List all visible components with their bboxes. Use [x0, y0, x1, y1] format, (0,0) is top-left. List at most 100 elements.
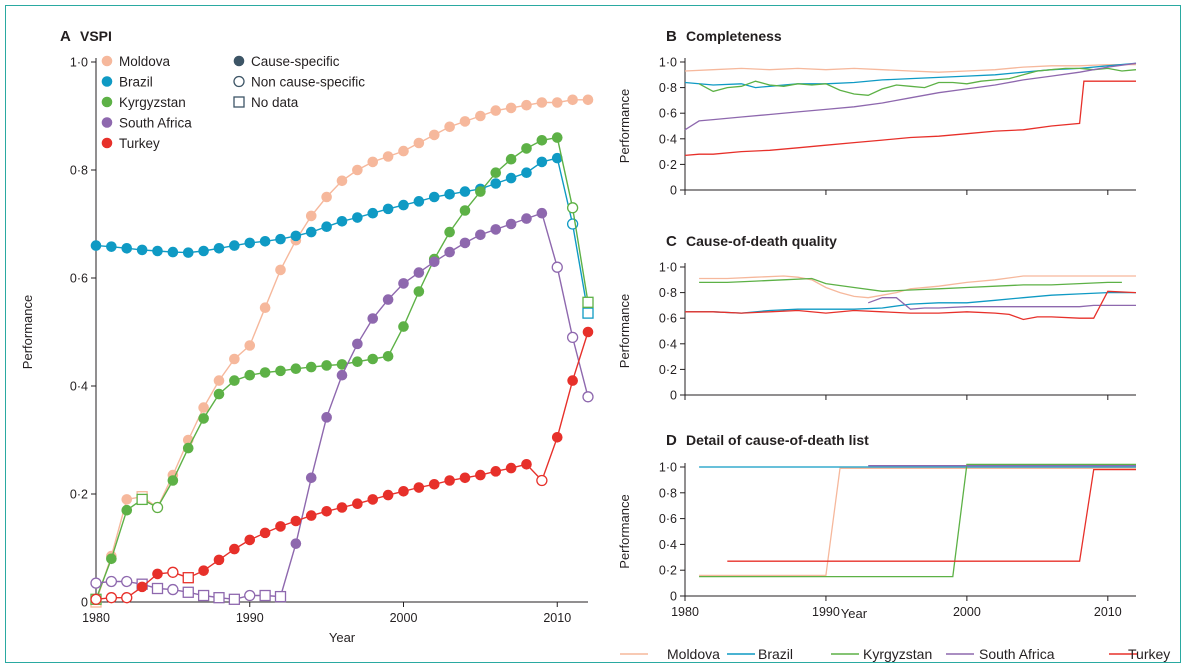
bottom-legend: Moldova Brazil Kyrgyzstan South Africa Turke… — [620, 646, 1170, 662]
point-kyrgyzstan-1987 — [198, 413, 209, 424]
series-line-turkey — [684, 80, 1136, 157]
y-tick-label: 1·0 — [659, 56, 677, 70]
point-kyrgyzstan-1985 — [167, 475, 179, 486]
x-tick-label: 2010 — [1094, 605, 1122, 619]
point-kyrgyzstan-1989 — [229, 375, 240, 386]
point-brazil-2012 — [582, 307, 594, 319]
point-brazil-2004 — [459, 186, 471, 197]
figure-frame — [5, 5, 1181, 663]
legend-marker-cause-specific — [233, 55, 245, 67]
point-moldova-2010 — [551, 97, 563, 108]
point-kyrgyzstan-1981 — [106, 553, 117, 565]
point-south-africa-1985 — [167, 583, 179, 596]
point-moldova-2006 — [490, 105, 502, 116]
point-turkey-2006 — [490, 466, 502, 477]
point-moldova-1994 — [305, 210, 317, 222]
point-turkey-1996 — [336, 502, 348, 513]
point-turkey-1984 — [152, 568, 163, 580]
point-brazil-1992 — [275, 233, 286, 245]
point-turkey-1998 — [367, 494, 379, 505]
point-brazil-2006 — [490, 178, 502, 189]
point-turkey-1991 — [259, 527, 271, 539]
point-south-africa-1981 — [105, 575, 118, 588]
point-south-africa-1992 — [274, 590, 287, 603]
x-tick-label: 1990 — [812, 605, 840, 619]
point-kyrgyzstan-1986 — [182, 442, 194, 454]
point-south-africa-1987 — [197, 589, 210, 602]
point-kyrgyzstan-1996 — [336, 359, 348, 370]
point-kyrgyzstan-1991 — [259, 367, 271, 378]
bottom-legend-label-moldova: Moldova — [667, 646, 720, 662]
point-south-africa-2012 — [582, 391, 594, 403]
point-south-africa-1995 — [321, 412, 332, 423]
panel-a: A VSPI 0 0·2 0·4 0·6 0·8 1·0 1980 1990 2000 2010 Per… — [20, 28, 594, 645]
point-south-africa-1994 — [305, 472, 317, 484]
point-brazil-1981 — [106, 241, 117, 252]
panel-c: C Cause-of-death quality 0 0·2 0·4 0·6 0·8 1·0 P… — [617, 233, 1137, 403]
y-axis-label: Performance — [617, 89, 632, 163]
panel-b: B Completeness 0 0·2 0·4 0·6 0·8 1·0 Performance — [617, 28, 1137, 198]
y-tick-label: 1·0 — [659, 461, 677, 475]
legend-label-no-data: No data — [251, 95, 299, 110]
point-south-africa-1999 — [382, 294, 394, 305]
point-kyrgyzstan-1995 — [321, 360, 332, 371]
point-moldova-1990 — [244, 340, 256, 351]
point-turkey-1995 — [321, 505, 332, 517]
legend-marker-kyrgyzstan — [101, 96, 113, 108]
point-kyrgyzstan-1997 — [352, 356, 363, 368]
point-moldova-2007 — [505, 102, 517, 114]
point-kyrgyzstan-2006 — [490, 167, 502, 178]
point-moldova-1998 — [367, 156, 379, 168]
y-tick-label: 1·0 — [659, 261, 677, 275]
point-kyrgyzstan-2004 — [459, 205, 471, 216]
point-brazil-1988 — [213, 243, 225, 254]
y-tick-label: 0·4 — [659, 132, 677, 146]
point-south-africa-2005 — [475, 229, 486, 241]
y-tick-label: 0·2 — [659, 564, 677, 578]
point-moldova-2003 — [444, 121, 455, 133]
point-south-africa-1997 — [352, 338, 363, 350]
point-turkey-1992 — [275, 521, 286, 532]
point-brazil-2009 — [536, 156, 548, 168]
point-turkey-1983 — [136, 581, 148, 593]
y-tick-label: 0·2 — [70, 488, 88, 502]
point-turkey-2001 — [413, 482, 425, 493]
legend-marker-moldova — [101, 55, 113, 67]
y-axis-label: Performance — [20, 295, 35, 369]
point-brazil-1999 — [382, 203, 394, 215]
point-kyrgyzstan-2011 — [566, 202, 579, 214]
point-south-africa-1989 — [228, 593, 241, 605]
point-kyrgyzstan-1983 — [136, 493, 148, 506]
point-south-africa-2000 — [398, 278, 409, 289]
point-brazil-1997 — [352, 212, 363, 223]
legend-marker-non-cause-specific — [233, 75, 245, 88]
panel-b-letter: B — [666, 28, 677, 45]
point-moldova-1988 — [213, 375, 225, 386]
point-moldova-2002 — [428, 129, 440, 141]
point-turkey-1997 — [352, 498, 363, 510]
point-brazil-2000 — [398, 199, 409, 211]
point-south-africa-2004 — [459, 237, 471, 249]
x-tick-label: 1980 — [671, 605, 699, 619]
bottom-legend-label-kyrgyzstan: Kyrgyzstan — [863, 646, 932, 662]
point-south-africa-1996 — [336, 369, 348, 381]
point-south-africa-1998 — [367, 313, 379, 324]
y-axis-label: Performance — [617, 494, 632, 568]
point-brazil-1994 — [305, 226, 317, 238]
point-kyrgyzstan-2005 — [475, 186, 486, 197]
y-tick-label: 0·6 — [659, 512, 677, 526]
y-tick-label: 0 — [670, 590, 677, 604]
point-moldova-2009 — [536, 97, 548, 108]
point-turkey-2010 — [551, 432, 563, 443]
point-kyrgyzstan-2008 — [521, 143, 532, 154]
panel-b-title: Completeness — [686, 28, 782, 44]
point-turkey-2000 — [398, 486, 409, 497]
point-turkey-2002 — [428, 478, 440, 490]
point-turkey-2005 — [475, 469, 486, 481]
point-kyrgyzstan-1988 — [213, 388, 225, 400]
y-tick-label: 0·2 — [659, 158, 677, 172]
point-moldova-1992 — [275, 264, 286, 276]
point-moldova-1995 — [321, 191, 332, 203]
x-tick-label: 2000 — [390, 611, 418, 625]
